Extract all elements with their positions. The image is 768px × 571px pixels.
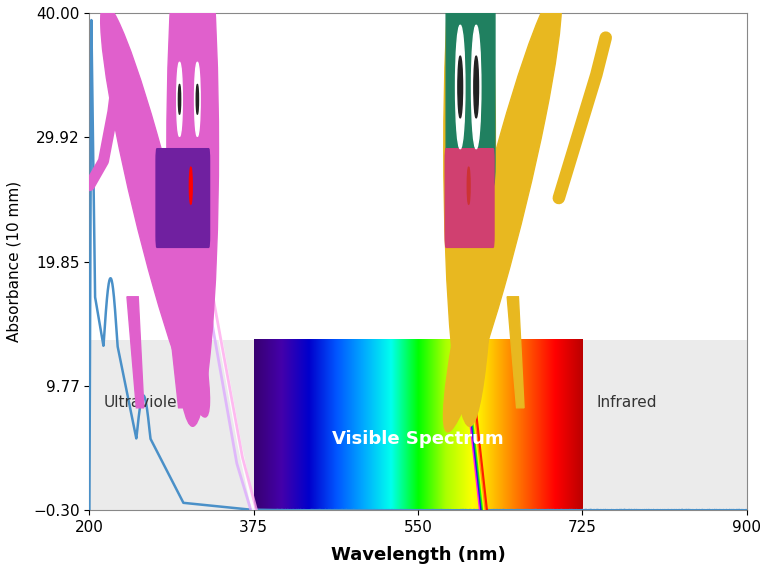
FancyBboxPatch shape bbox=[445, 148, 494, 247]
Circle shape bbox=[190, 167, 192, 204]
Polygon shape bbox=[127, 297, 144, 408]
Polygon shape bbox=[507, 297, 524, 408]
Circle shape bbox=[197, 85, 198, 114]
X-axis label: Wavelength (nm): Wavelength (nm) bbox=[330, 546, 505, 564]
Polygon shape bbox=[169, 321, 188, 408]
FancyBboxPatch shape bbox=[156, 148, 210, 247]
FancyBboxPatch shape bbox=[446, 0, 495, 186]
Y-axis label: Absorbance (10 mm): Absorbance (10 mm) bbox=[7, 181, 22, 342]
Circle shape bbox=[458, 56, 462, 118]
Ellipse shape bbox=[444, 0, 495, 427]
Circle shape bbox=[178, 85, 180, 114]
Circle shape bbox=[194, 62, 200, 136]
Text: Infrared: Infrared bbox=[596, 396, 657, 411]
Circle shape bbox=[455, 25, 465, 148]
Circle shape bbox=[467, 167, 470, 204]
Circle shape bbox=[474, 56, 478, 118]
Polygon shape bbox=[455, 321, 475, 408]
Bar bbox=[89, 13, 746, 340]
Ellipse shape bbox=[443, 0, 561, 432]
Text: Visible Spectrum: Visible Spectrum bbox=[333, 429, 504, 448]
Circle shape bbox=[177, 62, 182, 136]
Text: Ultraviolet: Ultraviolet bbox=[104, 396, 183, 411]
Ellipse shape bbox=[167, 0, 218, 427]
Ellipse shape bbox=[101, 3, 210, 417]
Circle shape bbox=[472, 25, 481, 148]
Bar bbox=[89, 340, 746, 510]
